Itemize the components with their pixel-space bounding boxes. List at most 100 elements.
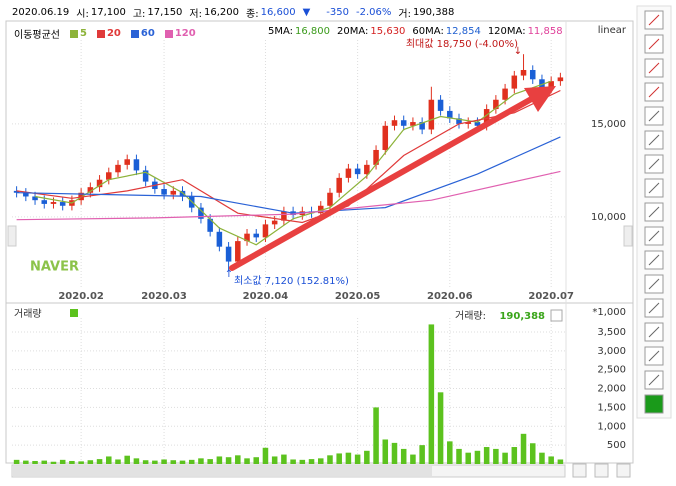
scroll-thumb[interactable] — [12, 466, 432, 476]
candle-body — [262, 224, 269, 238]
y-tick-label: 3,500 — [597, 327, 626, 338]
volume-bar — [207, 459, 213, 464]
left-tab[interactable] — [7, 225, 17, 247]
y-tick-label: 500 — [607, 440, 626, 451]
ma-line — [34, 80, 552, 246]
volume-bar — [23, 460, 29, 464]
y-tick-label: 1,500 — [597, 402, 626, 413]
volume-readout-value: 190,388 — [499, 311, 545, 322]
low-value: 16,200 — [204, 7, 239, 18]
volume-bar — [465, 452, 471, 464]
legend-title: 이동평균선 — [14, 30, 60, 41]
volume-title: 거래량 — [14, 308, 42, 320]
ma-label: 5MA: — [268, 26, 294, 37]
candle-body — [225, 246, 232, 262]
open-value: 17,100 — [90, 7, 126, 18]
volume-readout-label: 거래량: — [455, 310, 486, 322]
volume-bar — [198, 458, 204, 464]
candle-body — [456, 118, 462, 124]
zoom-in-button[interactable] — [572, 463, 587, 478]
volume-bar — [96, 459, 103, 464]
candle-body — [271, 220, 278, 225]
change-pct: -2.06% — [355, 7, 392, 18]
tool-glyph — [648, 86, 660, 98]
close-box[interactable] — [550, 309, 563, 322]
volume-bar — [364, 450, 370, 464]
ma-label: 120MA: — [487, 26, 526, 37]
x-tick-label: 2020.07 — [528, 291, 574, 302]
tool-glyph — [648, 182, 660, 194]
right-tab[interactable] — [623, 225, 633, 247]
candle-body — [87, 187, 94, 193]
x-tick-label: 2020.04 — [243, 291, 289, 302]
volume-bar — [400, 448, 407, 464]
tool-glyph — [648, 62, 660, 74]
trend-arrow — [229, 86, 556, 271]
y-tick-label: 15,000 — [591, 119, 626, 130]
volume-bar — [410, 454, 416, 464]
volume-bar — [529, 443, 536, 464]
y-tick-label: 1,000 — [597, 421, 626, 432]
candle-body — [474, 122, 481, 126]
candle-body — [115, 164, 121, 173]
volume-bar — [548, 456, 554, 464]
candle-body — [354, 168, 361, 175]
volume-bar — [32, 460, 38, 464]
legend-label: 120 — [174, 28, 196, 39]
volume-bar — [235, 455, 241, 464]
volume-bar — [502, 452, 508, 464]
volume-bar — [474, 450, 481, 464]
volume-bar — [391, 442, 398, 464]
open-label: 시: — [76, 9, 89, 20]
tool-glyph — [648, 302, 660, 314]
candle-body — [336, 177, 342, 193]
x-tick-label: 2020.02 — [58, 291, 104, 302]
volume-bar — [225, 457, 232, 464]
x-tick-label: 2020.06 — [427, 291, 473, 302]
volume-bar — [382, 439, 389, 464]
ma-label: 60MA: — [412, 26, 444, 37]
volume-bar — [188, 459, 195, 464]
candle-body — [437, 99, 444, 111]
candle-body — [253, 233, 260, 238]
tool-glyph — [648, 158, 660, 170]
volume-bar — [50, 461, 57, 464]
zoom-out-button[interactable] — [594, 463, 609, 478]
candle-body — [41, 200, 48, 204]
tool-glyph — [648, 350, 660, 362]
candle-body — [124, 159, 130, 165]
candle-body — [207, 218, 213, 232]
volume-bar — [373, 407, 379, 464]
y-tick-label: 2,000 — [597, 384, 626, 395]
legend-label: 60 — [140, 28, 155, 39]
candle-body — [235, 241, 241, 262]
volume-bar — [253, 457, 260, 464]
scale-label: linear — [598, 25, 627, 36]
volume-bar — [511, 447, 518, 464]
volume-bar — [271, 456, 278, 464]
y-tick-label: 10,000 — [591, 212, 626, 223]
volume-label: 거: — [398, 9, 411, 20]
candle-body — [32, 196, 38, 201]
candle-body — [281, 211, 287, 221]
tool-glyph — [648, 134, 660, 146]
volume-bar — [69, 460, 75, 464]
candle-body — [244, 233, 250, 242]
volume-bar — [345, 452, 352, 464]
x-tick-label: 2020.03 — [141, 291, 187, 302]
reset-button[interactable] — [616, 463, 631, 478]
volume-bar — [437, 392, 444, 464]
x-tick-label: 2020.05 — [335, 291, 381, 302]
volume-bar — [493, 448, 499, 464]
close-value: 16,600 — [260, 7, 296, 18]
volume-bar — [336, 453, 342, 464]
volume-bar — [124, 455, 130, 464]
tool-button[interactable] — [644, 394, 664, 414]
candle-body — [511, 75, 518, 89]
volume-bar — [354, 454, 361, 464]
volume-bar — [520, 433, 527, 464]
tool-glyph — [648, 278, 660, 290]
candle-body — [557, 77, 564, 82]
min-annotation: 최소값 7,120 (152.81%) — [234, 275, 349, 287]
